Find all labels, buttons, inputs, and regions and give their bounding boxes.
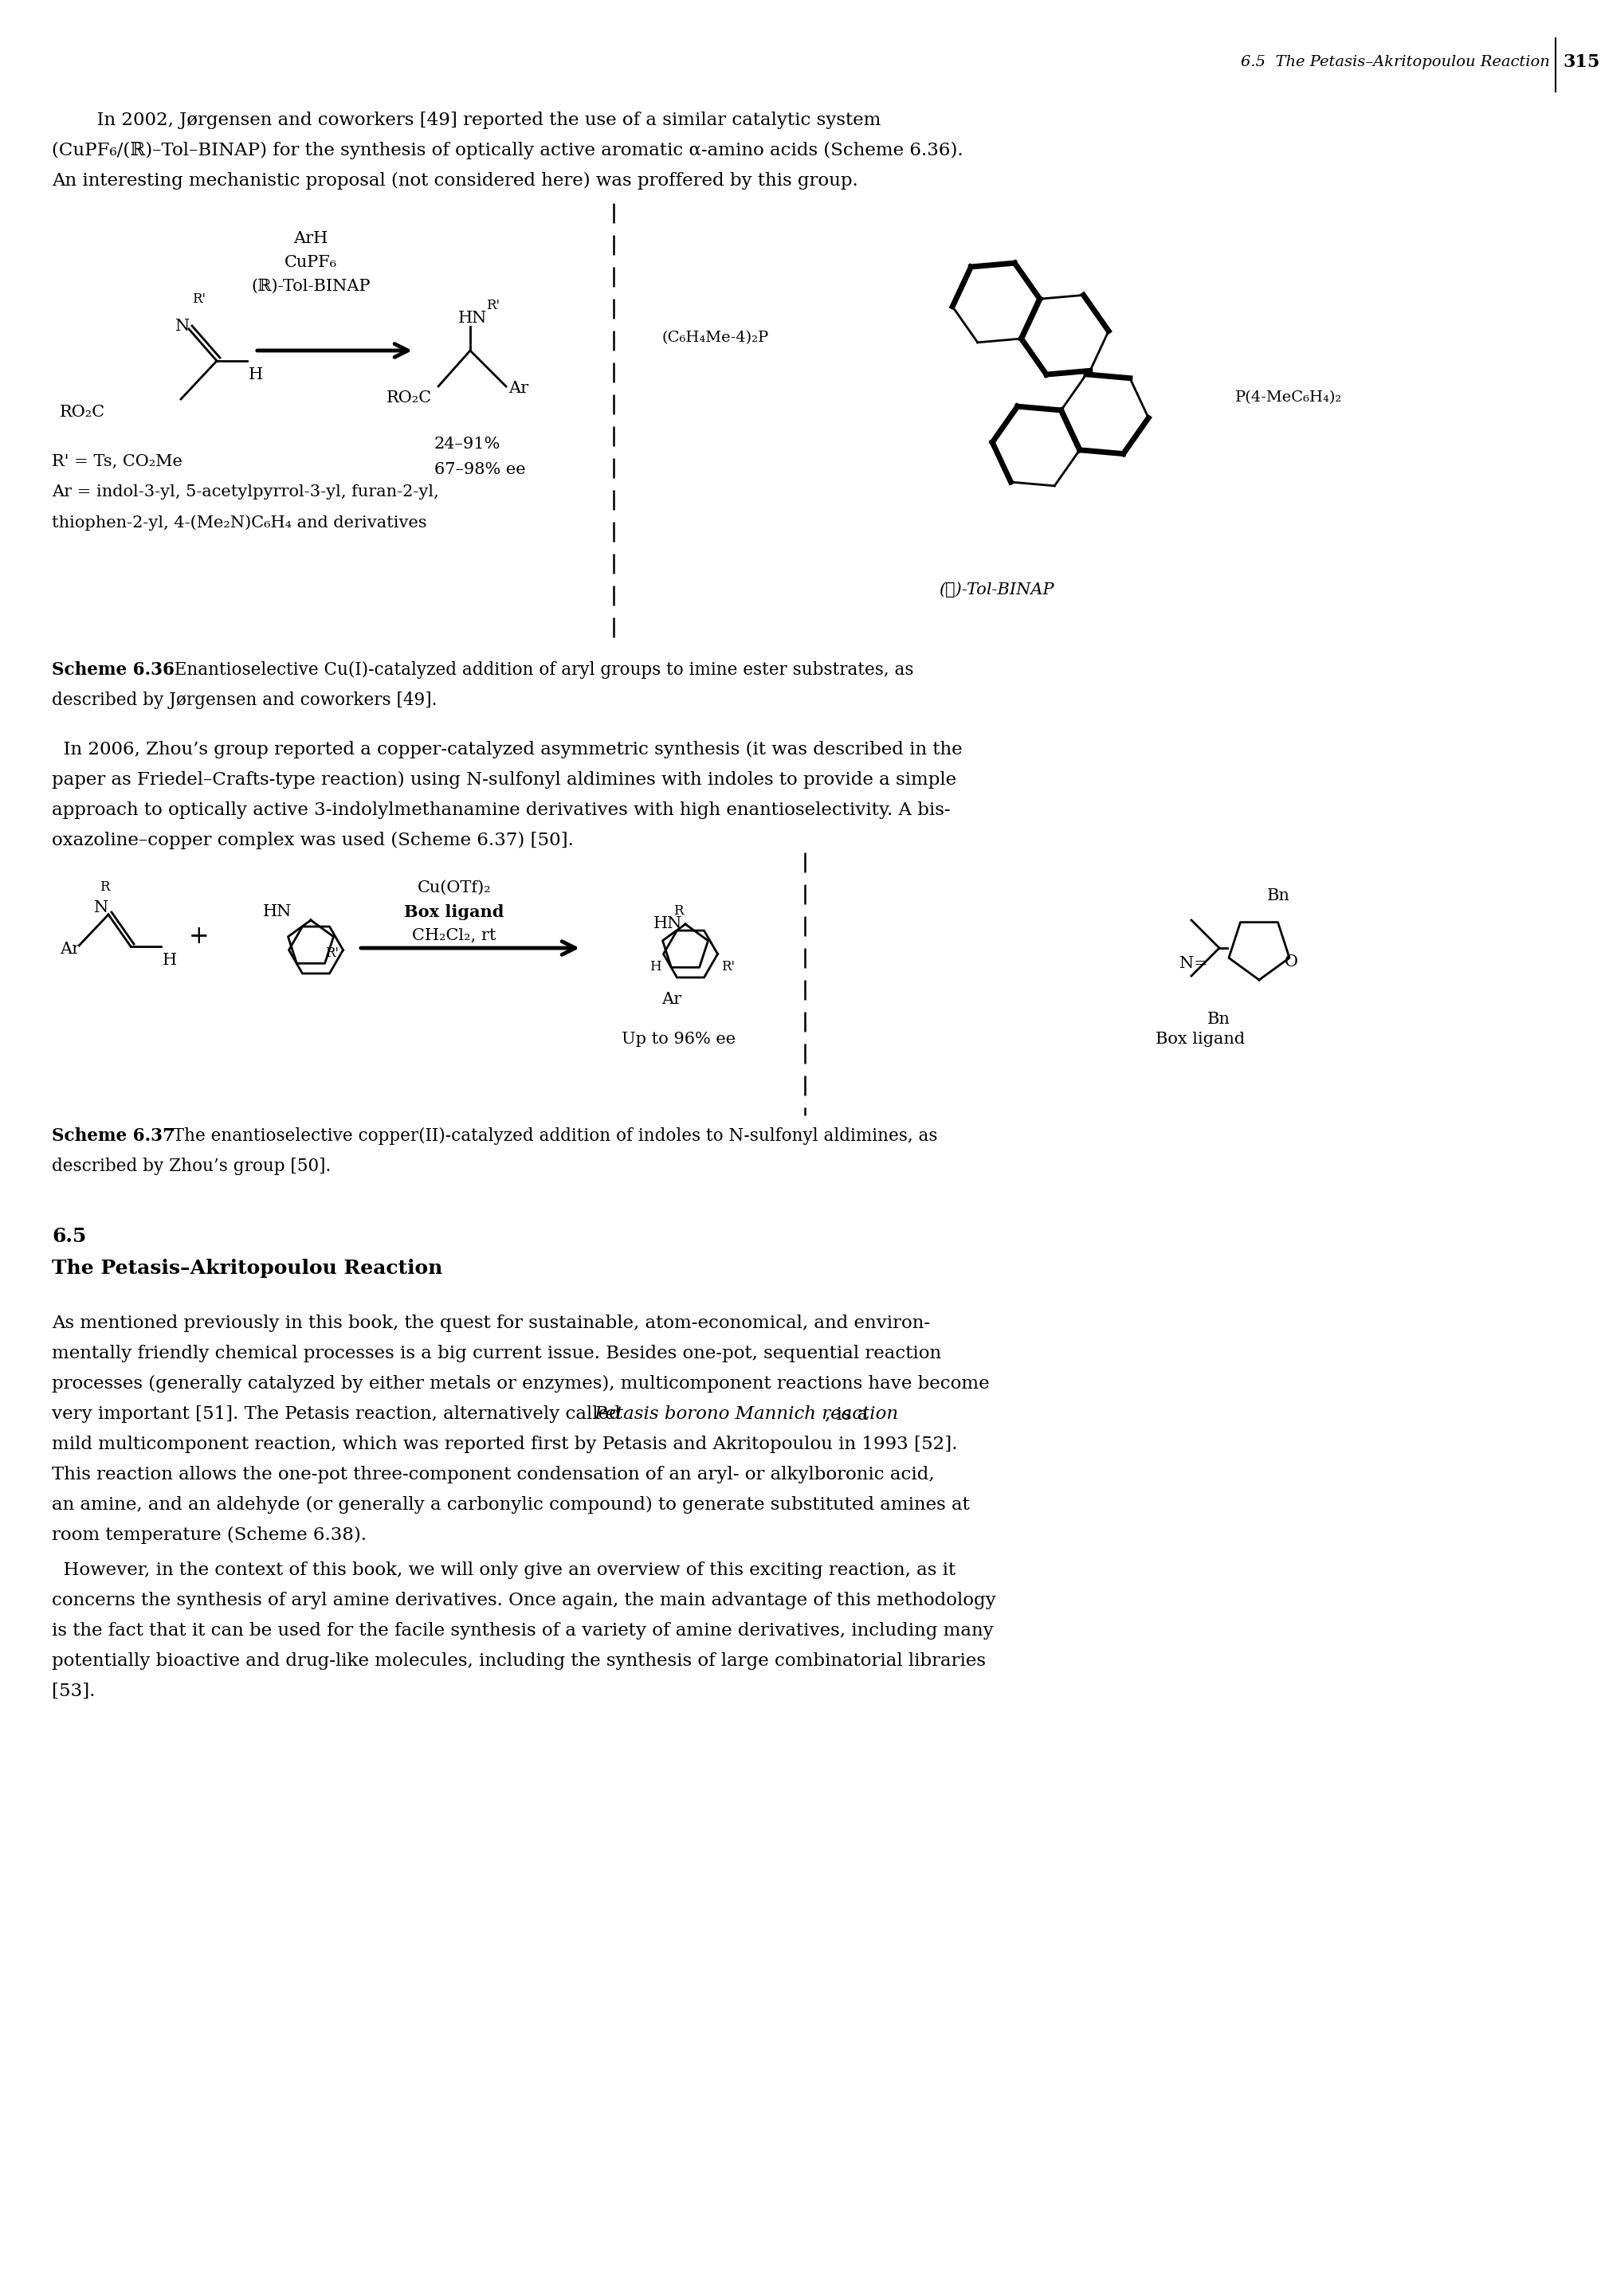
Text: ArH: ArH: [293, 232, 328, 246]
Text: 6.5  The Petasis–Akritopoulou Reaction: 6.5 The Petasis–Akritopoulou Reaction: [1241, 55, 1550, 69]
Text: mild multicomponent reaction, which was reported first by Petasis and Akritopoul: mild multicomponent reaction, which was …: [51, 1435, 957, 1453]
Text: concerns the synthesis of aryl amine derivatives. Once again, the main advantage: concerns the synthesis of aryl amine der…: [51, 1591, 996, 1609]
Text: Up to 96% ee: Up to 96% ee: [621, 1031, 735, 1047]
Text: very important [51]. The Petasis reaction, alternatively called: very important [51]. The Petasis reactio…: [51, 1405, 626, 1424]
Text: approach to optically active 3-indolylmethanamine derivatives with high enantios: approach to optically active 3-indolylme…: [51, 801, 951, 820]
Text: (CuPF₆/(ℝ)–Tol–BINAP) for the synthesis of optically active aromatic α-amino aci: (CuPF₆/(ℝ)–Tol–BINAP) for the synthesis …: [51, 142, 964, 158]
Text: 67–98% ee: 67–98% ee: [434, 461, 525, 478]
Text: Cu(OTf)₂: Cu(OTf)₂: [418, 879, 492, 895]
Text: R': R': [487, 298, 500, 312]
Text: (C₆H₄Me-4)₂P: (C₆H₄Me-4)₂P: [661, 331, 768, 344]
Text: potentially bioactive and drug-like molecules, including the synthesis of large : potentially bioactive and drug-like mole…: [51, 1653, 986, 1669]
Text: 24–91%: 24–91%: [434, 436, 501, 452]
Text: R' = Ts, CO₂Me: R' = Ts, CO₂Me: [51, 455, 183, 468]
Text: (ℝ)-Tol-BINAP: (ℝ)-Tol-BINAP: [938, 581, 1053, 597]
Text: However, in the context of this book, we will only give an overview of this exci: However, in the context of this book, we…: [51, 1561, 956, 1580]
Text: H: H: [248, 367, 263, 383]
Text: HN: HN: [263, 905, 291, 918]
Text: As mentioned previously in this book, the quest for sustainable, atom-economical: As mentioned previously in this book, th…: [51, 1316, 930, 1332]
Text: P(4-MeC₆H₄)₂: P(4-MeC₆H₄)₂: [1236, 390, 1342, 404]
Text: Bn: Bn: [1207, 1013, 1230, 1026]
Text: HN: HN: [653, 916, 682, 932]
Text: In 2002, Jørgensen and coworkers [49] reported the use of a similar catalytic sy: In 2002, Jørgensen and coworkers [49] re…: [85, 113, 881, 129]
Text: HN: HN: [458, 310, 487, 326]
Text: CuPF₆: CuPF₆: [285, 255, 338, 271]
Text: Scheme 6.37: Scheme 6.37: [51, 1127, 175, 1146]
Text: R: R: [674, 905, 684, 918]
Text: The Petasis–Akritopoulou Reaction: The Petasis–Akritopoulou Reaction: [51, 1258, 442, 1279]
Text: An interesting mechanistic proposal (not considered here) was proffered by this : An interesting mechanistic proposal (not…: [51, 172, 858, 191]
Text: paper as Friedel–Crafts-type reaction) using N-sulfonyl aldimines with indoles t: paper as Friedel–Crafts-type reaction) u…: [51, 771, 956, 790]
Text: Box ligand: Box ligand: [1156, 1031, 1246, 1047]
Text: Bn: Bn: [1266, 889, 1290, 902]
Text: N: N: [176, 319, 191, 333]
Text: an amine, and an aldehyde (or generally a carbonylic compound) to generate subst: an amine, and an aldehyde (or generally …: [51, 1497, 970, 1513]
Text: described by Jørgensen and coworkers [49].: described by Jørgensen and coworkers [49…: [51, 691, 437, 709]
Text: N=: N=: [1180, 955, 1209, 971]
Text: RO₂C: RO₂C: [59, 404, 106, 420]
Text: Ar: Ar: [661, 992, 682, 1008]
Text: (ℝ)-Tol-BINAP: (ℝ)-Tol-BINAP: [251, 278, 370, 294]
Text: +: +: [189, 923, 210, 948]
Text: Enantioselective Cu(I)-catalyzed addition of aryl groups to imine ester substrat: Enantioselective Cu(I)-catalyzed additio…: [163, 661, 914, 680]
Text: This reaction allows the one-pot three-component condensation of an aryl- or alk: This reaction allows the one-pot three-c…: [51, 1465, 935, 1483]
Text: described by Zhou’s group [50].: described by Zhou’s group [50].: [51, 1157, 331, 1176]
Text: Scheme 6.36: Scheme 6.36: [51, 661, 175, 680]
Text: Ar: Ar: [59, 941, 80, 957]
Text: R': R': [722, 960, 735, 974]
Text: thiophen-2-yl, 4-(Me₂N)C₆H₄ and derivatives: thiophen-2-yl, 4-(Me₂N)C₆H₄ and derivati…: [51, 514, 427, 530]
Text: Ar: Ar: [509, 381, 528, 395]
Text: is the fact that it can be used for the facile synthesis of a variety of amine d: is the fact that it can be used for the …: [51, 1621, 994, 1639]
Text: oxazoline–copper complex was used (Scheme 6.37) [50].: oxazoline–copper complex was used (Schem…: [51, 831, 573, 850]
Text: N: N: [94, 900, 109, 916]
Text: processes (generally catalyzed by either metals or enzymes), multicomponent reac: processes (generally catalyzed by either…: [51, 1375, 989, 1394]
Text: Ar = indol-3-yl, 5-acetylpyrrol-3-yl, furan-2-yl,: Ar = indol-3-yl, 5-acetylpyrrol-3-yl, fu…: [51, 484, 439, 501]
Text: RO₂C: RO₂C: [386, 390, 432, 406]
Text: O: O: [1284, 955, 1298, 969]
Text: In 2006, Zhou’s group reported a copper-catalyzed asymmetric synthesis (it was d: In 2006, Zhou’s group reported a copper-…: [51, 742, 962, 758]
Text: R': R': [192, 292, 205, 305]
Text: 6.5: 6.5: [51, 1226, 86, 1247]
Text: H: H: [650, 960, 661, 974]
Text: CH₂Cl₂, rt: CH₂Cl₂, rt: [411, 928, 496, 944]
Text: The enantioselective copper(II)-catalyzed addition of indoles to N-sulfonyl aldi: The enantioselective copper(II)-catalyze…: [162, 1127, 938, 1146]
Text: R': R': [325, 946, 339, 960]
Text: [53].: [53].: [51, 1683, 94, 1699]
Text: 315: 315: [1564, 53, 1601, 71]
Text: mentally friendly chemical processes is a big current issue. Besides one-pot, se: mentally friendly chemical processes is …: [51, 1345, 941, 1362]
Text: , is a: , is a: [825, 1405, 868, 1424]
Text: Box ligand: Box ligand: [405, 905, 504, 921]
Text: room temperature (Scheme 6.38).: room temperature (Scheme 6.38).: [51, 1527, 367, 1543]
Text: R: R: [99, 879, 109, 893]
Text: Petasis borono Mannich reaction: Petasis borono Mannich reaction: [594, 1405, 898, 1424]
Text: H: H: [163, 953, 178, 969]
